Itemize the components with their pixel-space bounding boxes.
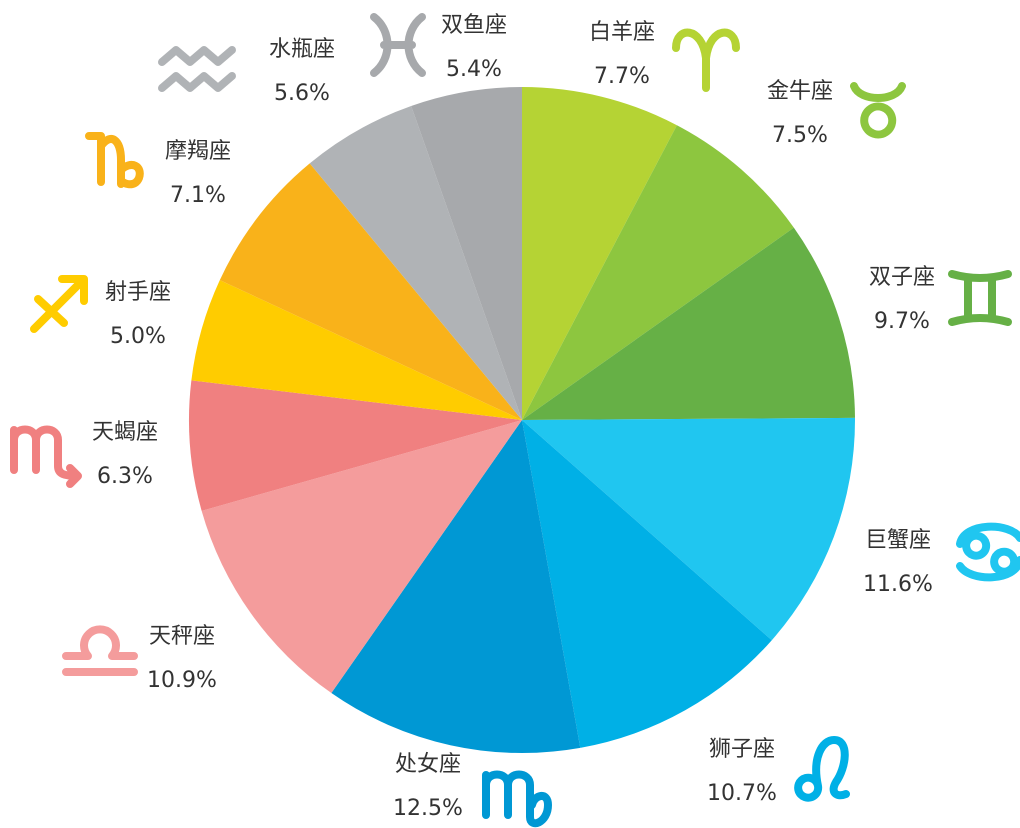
zodiac-icon: [10, 425, 82, 488]
slice-label: 白羊座: [589, 20, 655, 45]
zodiac-icon: [850, 82, 906, 139]
value-label: 5.6%: [274, 81, 330, 106]
slice-label: 处女座: [395, 752, 461, 777]
slice-label: 天秤座: [149, 624, 215, 649]
value-label: 7.1%: [170, 183, 226, 208]
slice-label: 天蝎座: [92, 420, 158, 445]
value-label: 10.7%: [707, 781, 777, 806]
value-label: 5.0%: [110, 324, 166, 349]
pie-slice: [189, 380, 522, 511]
slice-label: 巨蟹座: [865, 528, 931, 553]
slice-label: 射手座: [105, 280, 171, 305]
pie-slice: [309, 105, 522, 420]
pie-slice: [219, 163, 523, 421]
pie-slice: [522, 417, 855, 641]
zodiac-icon: [85, 132, 144, 189]
zodiac-icon: [948, 270, 1012, 326]
pie-slice: [522, 125, 794, 421]
pie-slice: [522, 420, 772, 748]
slice-label: 摩羯座: [165, 139, 231, 164]
pie-slice: [201, 420, 523, 694]
slice-label: 双子座: [869, 265, 935, 290]
slice-label: 金牛座: [767, 79, 833, 104]
value-label: 6.3%: [97, 464, 153, 489]
pie-slice: [411, 87, 522, 420]
slice-label: 双鱼座: [441, 13, 507, 38]
value-label: 7.7%: [594, 64, 650, 89]
slice-label: 狮子座: [709, 737, 775, 762]
zodiac-icon: [482, 770, 552, 828]
zodiac-icon: [672, 28, 740, 92]
zodiac-icon: [30, 275, 88, 333]
value-label: 11.6%: [863, 572, 933, 597]
pie-slice: [191, 280, 522, 420]
zodiac-icon: [956, 522, 1020, 582]
value-label: 9.7%: [874, 309, 930, 334]
zodiac-icon: [62, 625, 138, 676]
pie-slice: [331, 420, 581, 753]
pie-slice: [522, 227, 855, 420]
zodiac-icon: [794, 736, 850, 802]
value-label: 12.5%: [393, 796, 463, 821]
value-label: 5.4%: [446, 57, 502, 82]
zodiac-icon: [370, 13, 426, 77]
zodiac-icon: [158, 46, 236, 92]
value-label: 7.5%: [772, 123, 828, 148]
pie-slice: [522, 87, 677, 420]
value-label: 10.9%: [147, 668, 217, 693]
slice-label: 水瓶座: [269, 37, 335, 62]
